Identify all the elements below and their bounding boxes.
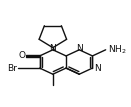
Text: N: N — [94, 64, 101, 73]
Text: N: N — [76, 44, 83, 53]
Text: O: O — [18, 51, 25, 60]
Text: Br: Br — [7, 64, 17, 73]
Text: NH$_2$: NH$_2$ — [108, 44, 127, 56]
Text: N: N — [50, 44, 56, 53]
